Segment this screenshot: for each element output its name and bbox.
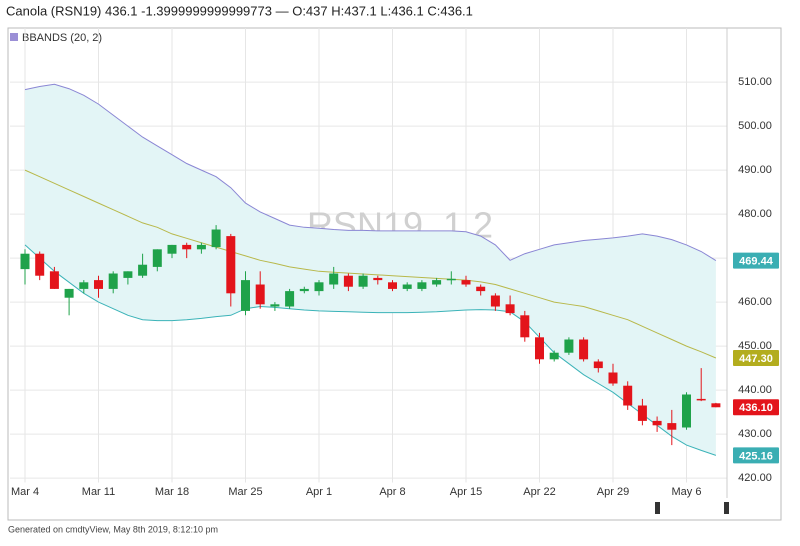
y-tick-label: 510.00	[738, 76, 772, 88]
y-tick-label: 420.00	[738, 472, 772, 484]
candle-body	[637, 405, 647, 421]
chart-title: Canola (RSN19) 436.1 -1.3999999999999773…	[6, 3, 473, 18]
candle-body	[417, 282, 427, 289]
candle-body	[343, 275, 353, 287]
y-tick-label: 430.00	[738, 428, 772, 440]
candle-body	[255, 284, 265, 305]
price-badge-label: 469.44	[739, 255, 774, 267]
candle-body	[35, 253, 45, 276]
legend-label: BBANDS (20, 2)	[22, 32, 102, 44]
candle-body	[182, 244, 192, 250]
candle-body	[593, 361, 603, 369]
handle[interactable]	[655, 502, 660, 514]
candle-body	[505, 304, 515, 314]
candle-body	[388, 282, 397, 289]
candle-body	[549, 352, 559, 360]
candle-body	[682, 394, 691, 428]
candle-body	[270, 304, 280, 307]
candle-body	[652, 420, 662, 426]
candle-body	[241, 280, 250, 311]
x-tick-label: May 6	[672, 486, 702, 498]
candle-body	[285, 291, 295, 307]
scroll-handles[interactable]	[655, 502, 729, 514]
price-badge	[733, 399, 779, 416]
x-tick-label: Mar 25	[228, 486, 262, 498]
candle-body	[123, 271, 133, 278]
y-tick-label: 480.00	[738, 208, 772, 220]
candle-body	[446, 278, 456, 281]
candle-body	[20, 253, 30, 270]
price-badge-label: 425.16	[739, 450, 773, 462]
x-tick-label: Apr 8	[379, 486, 405, 498]
candle-body	[358, 275, 368, 287]
candle-body	[152, 249, 162, 267]
candle-body	[79, 282, 89, 289]
candle-body	[314, 282, 324, 292]
y-tick-label: 460.00	[738, 296, 772, 308]
candle-body	[490, 295, 500, 307]
candle-body	[49, 271, 59, 289]
candle-body	[108, 273, 118, 289]
x-tick-label: Mar 11	[82, 486, 115, 498]
y-tick-label: 490.00	[738, 164, 772, 176]
x-tick-label: Apr 1	[306, 486, 332, 498]
candle-body	[94, 280, 103, 289]
candle-body	[196, 244, 206, 250]
price-badge-label: 447.30	[739, 353, 773, 365]
x-tick-label: Mar 18	[155, 486, 189, 498]
band-lower	[24, 244, 717, 456]
footer: Generated on cmdtyView, May 8th 2019, 8:…	[8, 524, 218, 534]
price-badge	[733, 349, 779, 366]
candle-body	[520, 315, 530, 338]
candle-body	[167, 244, 177, 254]
candle-body	[432, 280, 442, 285]
candle-body	[608, 372, 618, 384]
x-tick-label: Mar 4	[11, 486, 39, 498]
candle-body	[667, 423, 677, 430]
candle-body	[696, 398, 706, 401]
candle-body	[329, 273, 339, 285]
y-tick-label: 450.00	[738, 340, 772, 352]
candle-body	[579, 339, 589, 360]
x-tick-label: Apr 22	[523, 486, 555, 498]
candle-body	[711, 403, 721, 408]
band-upper	[24, 83, 717, 261]
price-badge-label: 436.10	[739, 402, 773, 414]
candle-body	[226, 236, 236, 294]
handle[interactable]	[724, 502, 729, 514]
candle-body	[461, 280, 471, 285]
candle-body	[211, 229, 221, 248]
price-badge	[733, 447, 779, 464]
price-badge	[733, 252, 779, 269]
y-tick-label: 500.00	[738, 120, 772, 132]
y-tick-label: 440.00	[738, 384, 772, 396]
candle-body	[64, 288, 74, 298]
x-tick-label: Apr 29	[597, 486, 629, 498]
candle-body	[402, 284, 412, 289]
candle-body	[623, 385, 633, 406]
candle-body	[564, 339, 574, 353]
candle-body	[373, 277, 383, 281]
candle-body	[535, 337, 544, 360]
x-tick-label: Apr 15	[450, 486, 482, 498]
candle-body	[138, 264, 148, 276]
candle-body	[299, 288, 309, 292]
band-fill	[25, 84, 716, 456]
band-middle	[24, 169, 717, 359]
legend-swatch	[10, 33, 18, 41]
candle-body	[476, 286, 486, 292]
